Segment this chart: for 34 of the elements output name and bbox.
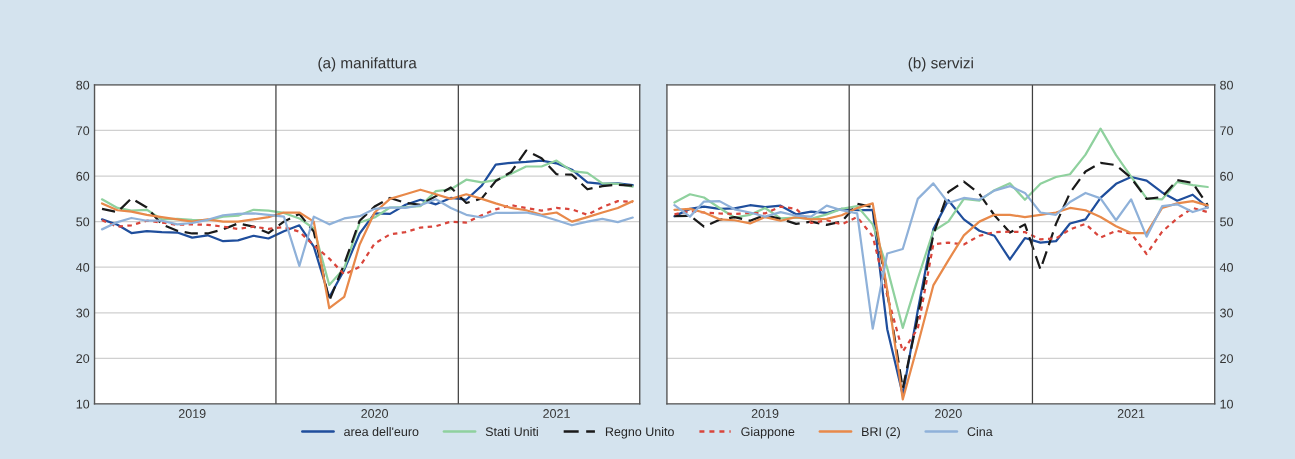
y-tick-label: 20 xyxy=(1220,354,1233,363)
chart-title: (a) manifattura xyxy=(318,57,417,72)
legend-label: BRI (2) xyxy=(862,426,900,439)
x-tick-label: 2020 xyxy=(361,409,389,418)
legend-label: Cina xyxy=(967,426,993,437)
line-series xyxy=(100,188,634,310)
y-tick-label: 50 xyxy=(76,217,90,227)
y-tick-label: 80 xyxy=(1220,80,1233,90)
x-tick-label: 2019 xyxy=(751,409,779,418)
y-tick-label: 40 xyxy=(76,263,90,272)
y-tick-label: 70 xyxy=(76,126,90,136)
y-tick-label: 10 xyxy=(76,399,90,409)
y-tick-label: 10 xyxy=(1220,399,1233,409)
y-tick-label: 30 xyxy=(76,308,90,318)
legend-label: Stati Uniti xyxy=(485,426,538,437)
x-tick-label: 2021 xyxy=(543,409,570,418)
y-tick-label: 20 xyxy=(76,354,90,363)
chart-title: (b) servizi xyxy=(908,57,973,72)
y-tick-label: 60 xyxy=(76,171,90,181)
line-series xyxy=(673,182,1209,330)
legend-label: Giappone xyxy=(741,426,795,439)
x-tick-label: 2020 xyxy=(935,409,962,418)
y-tick-label: 70 xyxy=(1220,126,1233,136)
line-series xyxy=(673,205,1209,353)
y-tick-label: 40 xyxy=(1219,263,1233,272)
y-tick-label: 30 xyxy=(1220,308,1233,318)
y-tick-label: 50 xyxy=(1220,217,1233,227)
legend-label: area dell'euro xyxy=(344,426,419,437)
legend-label: Regno Unito xyxy=(605,426,674,439)
x-tick-label: 2019 xyxy=(178,409,206,418)
line-series xyxy=(673,127,1209,329)
y-tick-label: 80 xyxy=(76,80,90,90)
y-tick-label: 60 xyxy=(1220,171,1233,181)
x-tick-label: 2021 xyxy=(1117,409,1145,418)
